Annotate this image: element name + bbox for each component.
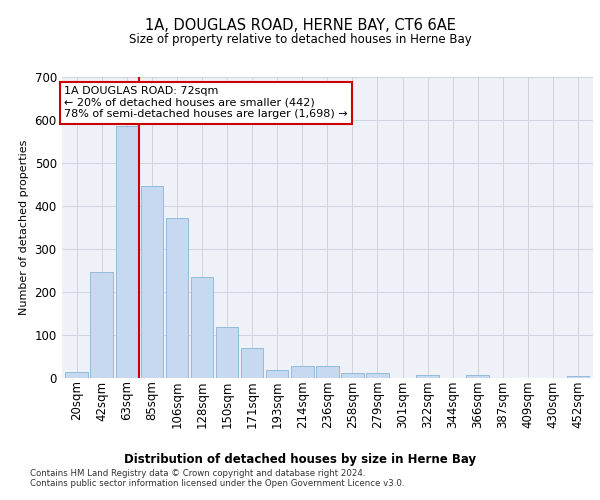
Bar	[266, 370, 289, 378]
Bar	[291, 366, 314, 378]
Y-axis label: Number of detached properties: Number of detached properties	[19, 140, 29, 315]
Text: Contains public sector information licensed under the Open Government Licence v3: Contains public sector information licen…	[30, 479, 404, 488]
Bar	[316, 366, 338, 378]
Text: Size of property relative to detached houses in Herne Bay: Size of property relative to detached ho…	[128, 32, 472, 46]
Text: Contains HM Land Registry data © Crown copyright and database right 2024.: Contains HM Land Registry data © Crown c…	[30, 469, 365, 478]
Bar	[416, 374, 439, 378]
Text: Distribution of detached houses by size in Herne Bay: Distribution of detached houses by size …	[124, 452, 476, 466]
Bar	[567, 376, 589, 378]
Bar	[140, 186, 163, 378]
Bar	[91, 272, 113, 378]
Bar	[366, 374, 389, 378]
Bar	[216, 327, 238, 378]
Bar	[65, 372, 88, 378]
Bar	[241, 348, 263, 378]
Text: 1A, DOUGLAS ROAD, HERNE BAY, CT6 6AE: 1A, DOUGLAS ROAD, HERNE BAY, CT6 6AE	[145, 18, 455, 32]
Text: 1A DOUGLAS ROAD: 72sqm
← 20% of detached houses are smaller (442)
78% of semi-de: 1A DOUGLAS ROAD: 72sqm ← 20% of detached…	[64, 86, 348, 119]
Bar	[116, 126, 138, 378]
Bar	[341, 374, 364, 378]
Bar	[191, 276, 213, 378]
Bar	[466, 374, 489, 378]
Bar	[166, 218, 188, 378]
